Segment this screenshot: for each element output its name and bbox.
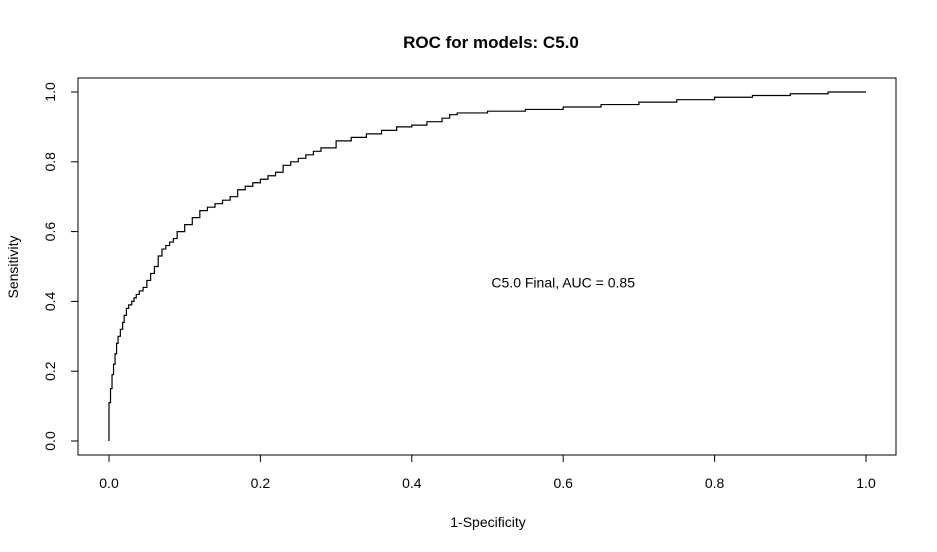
x-axis: 0.0 0.2 0.4 0.6 0.8 1.0: [99, 454, 876, 491]
chart-title: ROC for models: C5.0: [403, 33, 579, 52]
y-tick-label: 0.6: [42, 222, 58, 242]
x-tick-label: 1.0: [856, 475, 876, 491]
y-axis: 0.0 0.2 0.4 0.6 0.8 1.0: [42, 82, 79, 451]
x-axis-label: 1-Specificity: [450, 514, 525, 530]
x-tick-label: 0.0: [99, 475, 119, 491]
y-tick-label: 0.4: [42, 291, 58, 311]
auc-annotation: C5.0 Final, AUC = 0.85: [491, 274, 635, 290]
y-tick-label: 0.2: [42, 361, 58, 381]
x-tick-label: 0.4: [402, 475, 422, 491]
x-tick-label: 0.8: [705, 475, 725, 491]
plot-frame: [77, 77, 897, 456]
y-tick-label: 1.0: [42, 82, 58, 102]
y-tick-label: 0.8: [42, 152, 58, 172]
roc-curve: [108, 91, 866, 441]
x-tick-label: 0.6: [553, 475, 573, 491]
x-tick-label: 0.2: [251, 475, 271, 491]
y-tick-label: 0.0: [42, 431, 58, 451]
y-axis-label: Sensitivity: [5, 235, 21, 298]
